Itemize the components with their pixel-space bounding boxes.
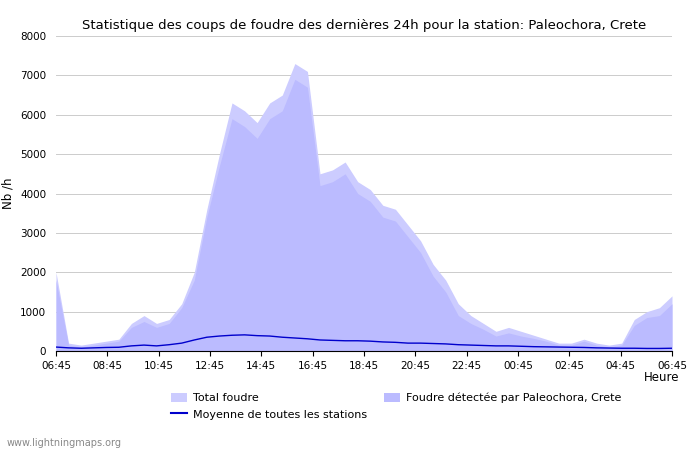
- Text: www.lightningmaps.org: www.lightningmaps.org: [7, 438, 122, 448]
- Y-axis label: Nb /h: Nb /h: [1, 178, 15, 209]
- Text: Heure: Heure: [643, 371, 679, 384]
- Legend: Total foudre, Moyenne de toutes les stations, Foudre détectée par Paleochora, Cr: Total foudre, Moyenne de toutes les stat…: [167, 388, 626, 424]
- Title: Statistique des coups de foudre des dernières 24h pour la station: Paleochora, C: Statistique des coups de foudre des dern…: [82, 19, 646, 32]
